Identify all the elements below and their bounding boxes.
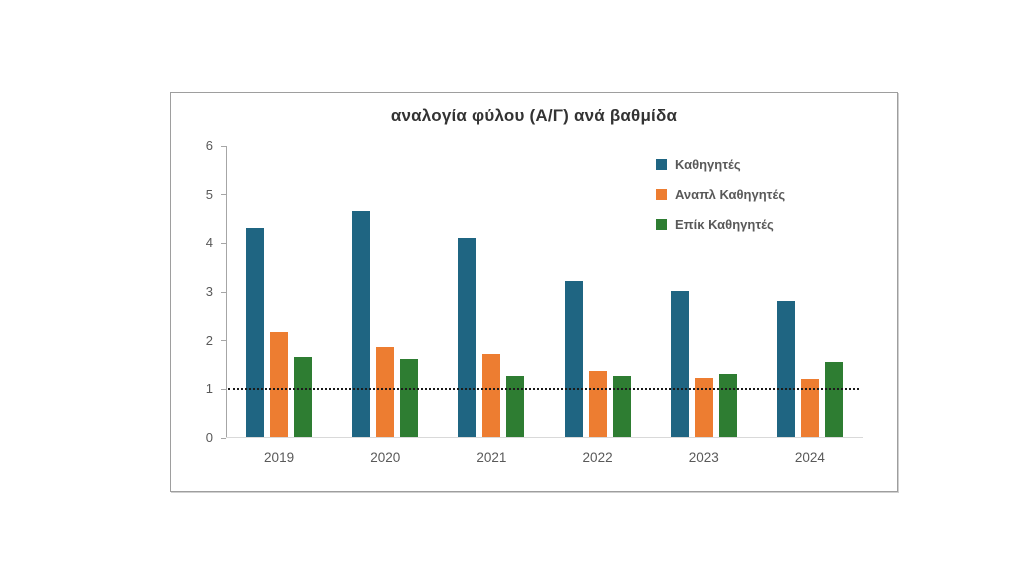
x-axis-label: 2023	[688, 450, 719, 465]
x-axis-label: 2019	[264, 450, 295, 465]
y-axis-tick	[221, 291, 226, 293]
bar	[588, 371, 607, 437]
legend-item: Αναπλ Καθηγητές	[656, 185, 785, 203]
y-axis-tick	[221, 340, 226, 342]
legend-marker	[656, 188, 667, 200]
bar	[612, 376, 631, 437]
bar	[400, 359, 419, 437]
y-tick-label: 6	[205, 138, 213, 153]
bar	[246, 227, 265, 437]
y-tick-label: 5	[205, 186, 213, 202]
bar	[670, 291, 689, 437]
legend-label: Επίκ Καθηγητές	[675, 216, 774, 232]
chart-container: αναλογία φύλου (Α/Γ) ανά βαθμίδα 0 1 2 3 4 5 6…	[170, 92, 898, 492]
legend-item: Επίκ Καθηγητές	[656, 215, 785, 233]
bar	[376, 346, 395, 437]
y-tick-label: 1	[205, 381, 213, 397]
y-tick-label: 3	[205, 284, 213, 299]
x-axis-line	[226, 437, 863, 438]
legend-label: Αναπλ Καθηγητές	[675, 186, 786, 202]
chart-title: αναλογία φύλου (Α/Γ) ανά βαθμίδα	[390, 106, 678, 125]
bar	[458, 238, 477, 437]
bar	[824, 361, 843, 437]
y-tick-label: 0	[205, 430, 213, 445]
legend: Καθηγητές Αναπλ Καθηγητές Επίκ Καθηγητές	[656, 155, 785, 245]
bar	[506, 376, 525, 437]
legend-item: Καθηγητές	[656, 155, 785, 173]
reference-line	[228, 388, 859, 391]
legend-marker	[656, 158, 667, 170]
x-axis-label: 2024	[794, 450, 825, 465]
y-tick-label: 2	[205, 332, 213, 348]
legend-marker	[656, 218, 667, 230]
bar	[718, 373, 737, 437]
y-tick-label: 4	[205, 235, 213, 251]
bar	[270, 332, 289, 437]
x-axis-label: 2022	[582, 450, 613, 465]
x-axis-label: 2021	[476, 450, 507, 465]
bar	[694, 377, 713, 437]
legend-label: Καθηγητές	[675, 156, 741, 172]
y-axis-tick	[221, 194, 226, 196]
y-axis-line	[226, 146, 227, 438]
bar	[482, 354, 501, 437]
bar	[776, 300, 795, 437]
y-axis-tick	[221, 437, 226, 439]
y-axis-tick	[221, 388, 226, 390]
y-axis-tick	[221, 145, 226, 147]
bar	[352, 210, 371, 437]
bar	[564, 281, 583, 437]
x-axis-label: 2020	[370, 450, 401, 465]
bar	[294, 356, 313, 437]
plot-area: 0 1 2 3 4 5 6 2019 2020 2021 2022 2023 2024	[206, 138, 863, 465]
bar	[800, 378, 819, 437]
y-axis-tick	[221, 242, 226, 244]
